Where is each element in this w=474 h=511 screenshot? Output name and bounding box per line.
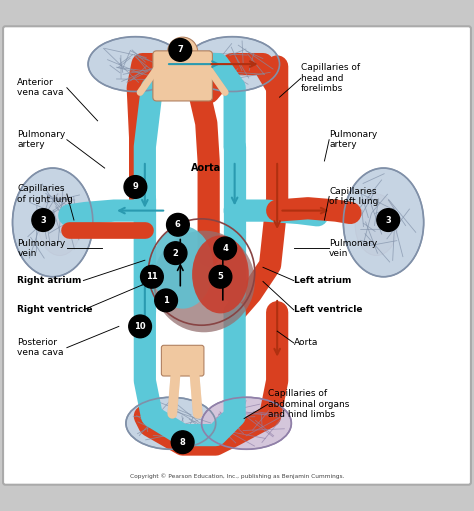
Text: 5: 5 — [218, 272, 223, 281]
Text: 1: 1 — [163, 296, 169, 305]
Circle shape — [214, 237, 237, 260]
Text: Capillaries of
head and
forelimbs: Capillaries of head and forelimbs — [301, 63, 360, 93]
Text: Capillaries of
abdominal organs
and hind limbs: Capillaries of abdominal organs and hind… — [268, 389, 349, 419]
Text: Right atrium: Right atrium — [17, 276, 82, 285]
Text: 3: 3 — [385, 216, 391, 224]
Text: 11: 11 — [146, 272, 158, 281]
Text: Capillaries
of right lung: Capillaries of right lung — [17, 184, 73, 204]
Circle shape — [141, 265, 163, 288]
Text: Capillaries
of left lung: Capillaries of left lung — [329, 187, 379, 206]
Circle shape — [32, 208, 55, 231]
Ellipse shape — [343, 168, 424, 277]
Text: 2: 2 — [173, 249, 179, 258]
Ellipse shape — [153, 230, 255, 332]
Ellipse shape — [38, 194, 81, 256]
FancyBboxPatch shape — [153, 51, 212, 101]
Circle shape — [377, 208, 400, 231]
Ellipse shape — [201, 397, 292, 449]
Text: Aorta: Aorta — [294, 338, 318, 347]
Text: Right ventricle: Right ventricle — [17, 306, 93, 314]
Text: 6: 6 — [175, 220, 181, 229]
Circle shape — [171, 431, 194, 454]
FancyBboxPatch shape — [3, 26, 471, 485]
Text: Posterior
vena cava: Posterior vena cava — [17, 338, 64, 357]
Ellipse shape — [12, 168, 93, 277]
Text: 3: 3 — [40, 216, 46, 224]
FancyBboxPatch shape — [161, 345, 204, 376]
Ellipse shape — [192, 236, 249, 313]
Circle shape — [124, 176, 147, 198]
Ellipse shape — [355, 194, 398, 256]
Circle shape — [169, 38, 191, 61]
Text: Pulmonary
artery: Pulmonary artery — [329, 130, 377, 149]
Circle shape — [164, 242, 187, 265]
Text: 4: 4 — [222, 244, 228, 253]
Text: Left ventricle: Left ventricle — [294, 306, 362, 314]
Ellipse shape — [126, 397, 216, 449]
Circle shape — [129, 315, 152, 338]
Circle shape — [166, 214, 189, 236]
Text: 8: 8 — [180, 438, 185, 447]
Text: 7: 7 — [177, 45, 183, 54]
Text: Left atrium: Left atrium — [294, 276, 351, 285]
Text: 9: 9 — [133, 182, 138, 192]
Ellipse shape — [152, 226, 213, 309]
Text: Anterior
vena cava: Anterior vena cava — [17, 78, 64, 98]
Text: Pulmonary
vein: Pulmonary vein — [17, 239, 65, 258]
Circle shape — [209, 265, 232, 288]
Circle shape — [167, 37, 198, 67]
Text: Pulmonary
artery: Pulmonary artery — [17, 130, 65, 149]
Text: Pulmonary
vein: Pulmonary vein — [329, 239, 377, 258]
Text: 10: 10 — [134, 322, 146, 331]
Text: Aorta: Aorta — [191, 163, 221, 173]
Circle shape — [155, 289, 177, 312]
Ellipse shape — [185, 37, 280, 91]
Ellipse shape — [88, 37, 182, 91]
Text: Copyright © Pearson Education, Inc., publishing as Benjamin Cummings.: Copyright © Pearson Education, Inc., pub… — [130, 473, 344, 479]
